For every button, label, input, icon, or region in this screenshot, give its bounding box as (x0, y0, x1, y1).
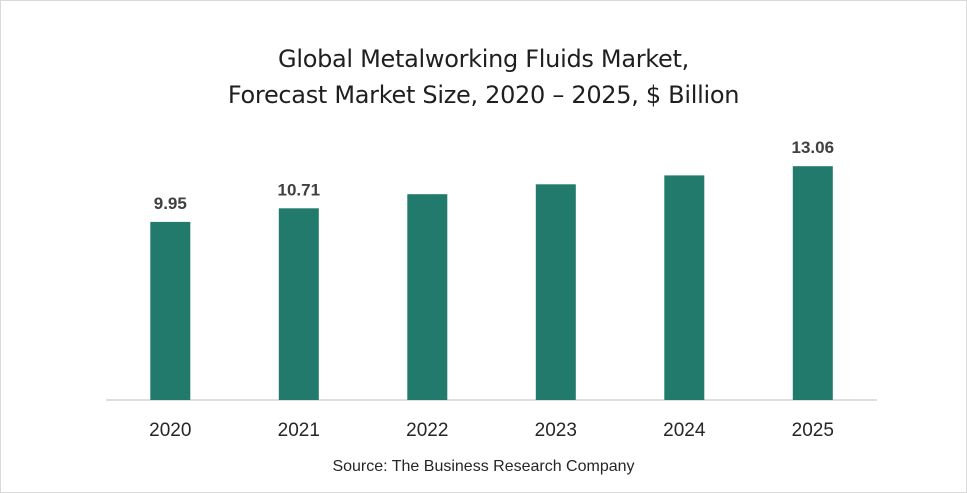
bar-2023 (535, 184, 576, 400)
x-tick-labels-group: 2020 2021 2022 2023 2024 2025 (149, 420, 834, 441)
bar-2024 (664, 175, 705, 400)
bars-group (150, 166, 833, 400)
x-tick-label-2022: 2022 (406, 420, 448, 441)
bar-2022 (407, 194, 448, 400)
data-label-2020: 9.95 (154, 194, 187, 213)
bar-2021 (278, 208, 319, 400)
chart-title-line1: Global Metalworking Fluids Market, (278, 45, 689, 73)
x-tick-label-2025: 2025 (792, 420, 834, 441)
data-label-2021: 10.71 (278, 180, 321, 199)
chart-title-line2: Forecast Market Size, 2020 – 2025, $ Bil… (227, 81, 740, 109)
source-note: Source: The Business Research Company (332, 458, 635, 475)
x-tick-label-2023: 2023 (535, 420, 577, 441)
bar-2020 (150, 221, 191, 400)
data-labels-group: 9.95 10.71 13.06 (154, 138, 834, 213)
x-tick-label-2021: 2021 (278, 420, 320, 441)
data-label-2025: 13.06 (792, 138, 835, 157)
x-tick-label-2020: 2020 (149, 420, 191, 441)
bar-2025 (792, 166, 833, 400)
x-tick-label-2024: 2024 (663, 420, 706, 441)
